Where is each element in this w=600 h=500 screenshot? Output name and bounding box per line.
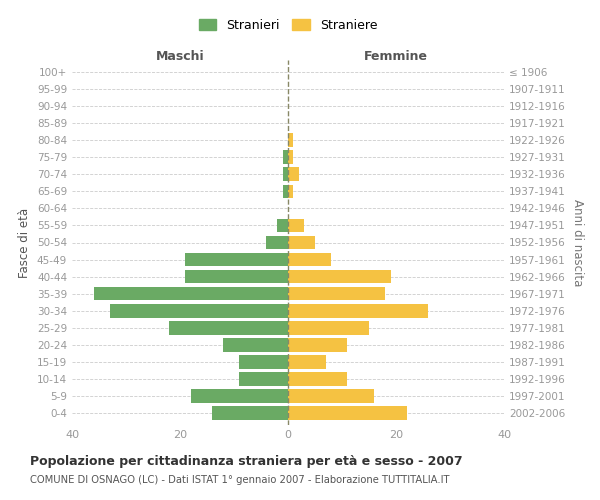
Bar	[191, 389, 288, 403]
Bar	[288, 355, 326, 368]
Bar	[288, 304, 428, 318]
Legend: Stranieri, Straniere: Stranieri, Straniere	[199, 19, 377, 32]
Bar	[288, 338, 347, 351]
Bar	[288, 389, 374, 403]
Bar	[288, 184, 293, 198]
Bar	[239, 372, 288, 386]
Bar	[288, 406, 407, 420]
Text: Femmine: Femmine	[364, 50, 428, 64]
Bar	[277, 218, 288, 232]
Bar	[239, 355, 288, 368]
Bar	[283, 184, 288, 198]
Text: Maschi: Maschi	[155, 50, 205, 64]
Text: COMUNE DI OSNAGO (LC) - Dati ISTAT 1° gennaio 2007 - Elaborazione TUTTITALIA.IT: COMUNE DI OSNAGO (LC) - Dati ISTAT 1° ge…	[30, 475, 449, 485]
Bar	[266, 236, 288, 250]
Bar	[288, 321, 369, 334]
Bar	[283, 150, 288, 164]
Bar	[288, 252, 331, 266]
Bar	[223, 338, 288, 351]
Y-axis label: Anni di nascita: Anni di nascita	[571, 199, 584, 286]
Bar	[94, 287, 288, 300]
Bar	[288, 218, 304, 232]
Bar	[283, 168, 288, 181]
Bar	[288, 236, 315, 250]
Text: Popolazione per cittadinanza straniera per età e sesso - 2007: Popolazione per cittadinanza straniera p…	[30, 455, 463, 468]
Bar	[288, 150, 293, 164]
Y-axis label: Fasce di età: Fasce di età	[19, 208, 31, 278]
Bar	[185, 252, 288, 266]
Bar	[110, 304, 288, 318]
Bar	[288, 134, 293, 147]
Bar	[212, 406, 288, 420]
Bar	[169, 321, 288, 334]
Bar	[288, 168, 299, 181]
Bar	[288, 372, 347, 386]
Bar	[185, 270, 288, 283]
Bar	[288, 287, 385, 300]
Bar	[288, 270, 391, 283]
